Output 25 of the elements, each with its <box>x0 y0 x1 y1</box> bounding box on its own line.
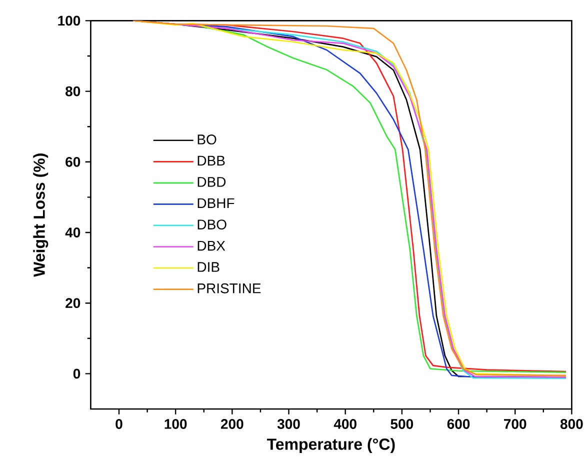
x-tick-label: 600 <box>447 419 470 429</box>
legend-label: PRISTINE <box>198 283 261 294</box>
y-tick-label: 100 <box>58 16 80 26</box>
legend-label: DBD <box>198 177 226 187</box>
y-tick-label: 0 <box>73 368 80 379</box>
x-axis-title: Temperature (°C) <box>266 438 395 454</box>
legend-label: DBHF <box>198 198 234 208</box>
y-tick-label: 80 <box>66 86 80 96</box>
legend-label: DBX <box>198 240 226 251</box>
x-tick-label: 700 <box>504 419 526 429</box>
legend-label: DBB <box>198 156 225 166</box>
x-tick-label: 0 <box>116 419 122 429</box>
legend-label: DIB <box>198 262 220 272</box>
x-tick-label: 200 <box>220 419 244 429</box>
y-tick-label: 40 <box>65 228 80 238</box>
x-tick-label: 300 <box>277 419 300 429</box>
legend-label: BO <box>198 134 216 144</box>
x-tick-label: 500 <box>390 419 414 429</box>
y-tick-label: 60 <box>66 156 80 167</box>
y-axis-title: Weight Loss (%) <box>33 154 48 277</box>
y-tick-label: 20 <box>66 298 80 308</box>
x-tick-label: 100 <box>164 419 187 429</box>
x-tick-label: 400 <box>334 419 356 429</box>
legend-label: DBO <box>198 220 226 230</box>
x-tick-label: 800 <box>560 419 583 429</box>
